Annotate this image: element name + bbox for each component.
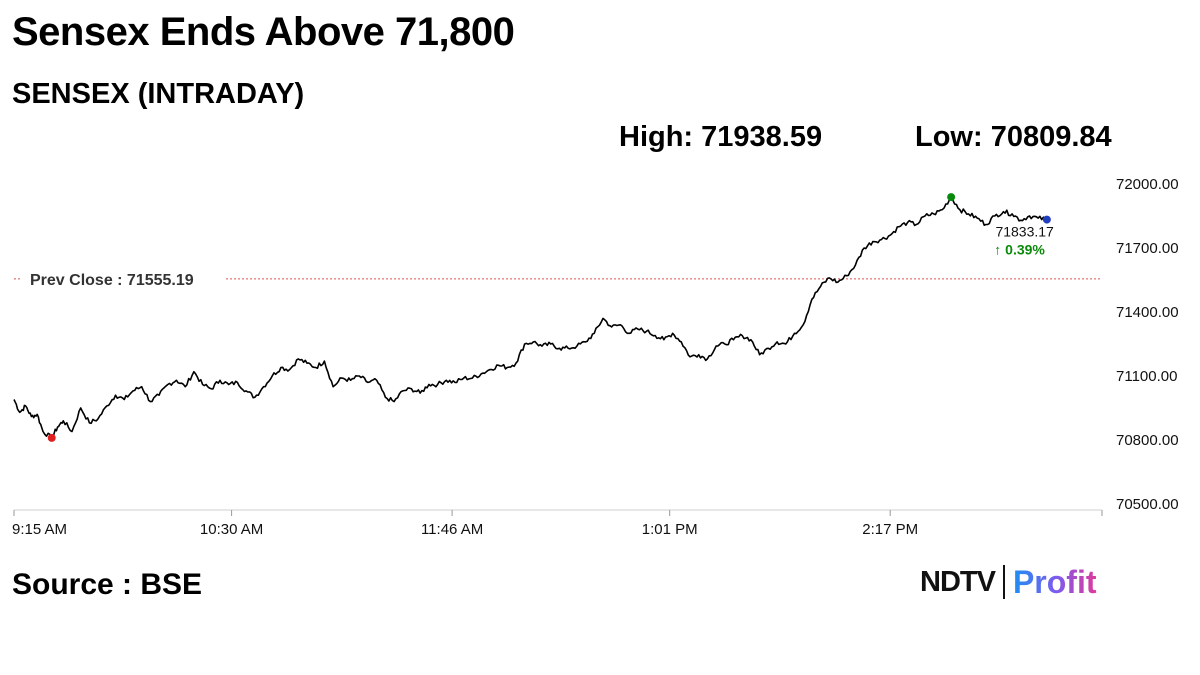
series-group	[13, 196, 1048, 439]
brand-profit: Profit	[1012, 563, 1097, 600]
markers-group: 71833.17 ↑ 0.39%	[47, 193, 1054, 442]
chart-title: Sensex Ends Above 71,800	[12, 10, 515, 54]
last-value-marker	[1042, 215, 1051, 224]
x-tick-label: 2:17 PM	[862, 521, 918, 538]
low-value: Low: 70809.84	[915, 121, 1112, 153]
brand-ndtv: NDTV	[920, 565, 996, 598]
y-axis: 70500.00 70800.00 71100.00 71400.00 71700.00…	[1116, 176, 1179, 513]
x-tick-label: 11:46 AM	[421, 521, 483, 538]
sensex-series-line	[13, 196, 1048, 439]
y-tick-label: 70800.00	[1116, 432, 1179, 449]
last-value-label: 71833.17	[995, 224, 1054, 240]
brand-separator	[1002, 565, 1005, 599]
y-tick-label: 72000.00	[1116, 176, 1179, 193]
change-percent-label: ↑ 0.39%	[994, 242, 1045, 258]
source-note: Source : BSE	[12, 568, 203, 601]
prev-close-label-bg	[22, 267, 224, 290]
low-marker	[47, 433, 56, 442]
high-value: High: 71938.59	[619, 121, 823, 153]
brand-logo: NDTV Profit	[920, 562, 1097, 602]
x-axis: 9:15 AM 10:30 AM 11:46 AM 1:01 PM 2:17 PM	[12, 509, 1103, 538]
x-tick-label: 10:30 AM	[200, 521, 263, 538]
chart-subtitle: SENSEX (INTRADAY)	[12, 78, 305, 110]
prev-close-label: Prev Close : 71555.19	[30, 272, 194, 289]
intraday-chart: 70500.00 70800.00 71100.00 71400.00 71700.00…	[12, 176, 1179, 538]
x-tick-label: 9:15 AM	[12, 521, 67, 538]
y-tick-label: 71700.00	[1116, 240, 1179, 257]
high-marker	[947, 193, 956, 202]
prev-close-reference: Prev Close : 71555.19	[14, 267, 1102, 290]
y-tick-label: 71100.00	[1116, 368, 1177, 385]
y-tick-label: 71400.00	[1116, 304, 1179, 321]
x-tick-label: 1:01 PM	[642, 521, 698, 538]
y-tick-label: 70500.00	[1116, 496, 1179, 513]
